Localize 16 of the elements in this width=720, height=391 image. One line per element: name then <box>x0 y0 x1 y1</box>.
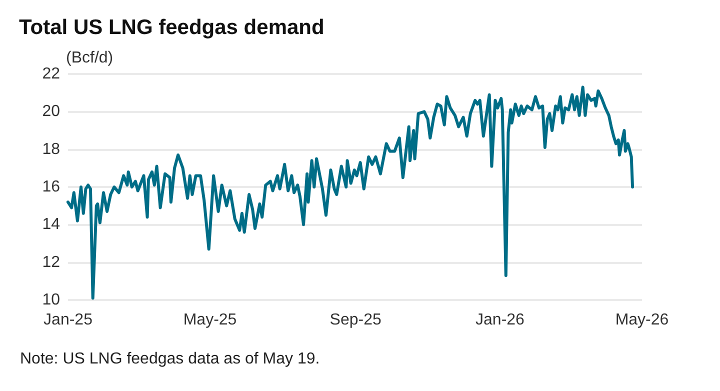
y-tick-label: 16 <box>42 178 60 196</box>
y-tick-label: 22 <box>42 66 60 82</box>
chart-title: Total US LNG feedgas demand <box>19 16 324 39</box>
y-tick-label: 14 <box>42 216 60 234</box>
x-tick-label: Jan-25 <box>44 312 93 328</box>
y-tick-label: 18 <box>42 140 60 158</box>
x-tick-label: Sep-25 <box>330 312 382 328</box>
x-tick-label: May-26 <box>615 312 669 328</box>
x-tick-label: May-25 <box>183 312 237 328</box>
y-tick-label: 12 <box>42 254 60 271</box>
line-series <box>66 86 634 300</box>
y-tick-label: 10 <box>42 292 60 308</box>
x-tick-label: Jan-26 <box>476 312 525 328</box>
y-tick-label: 20 <box>42 103 60 120</box>
y-axis-title: (Bcf/d) <box>66 50 114 66</box>
text: Note: US LNG feedgas data as of May 19. <box>20 350 320 368</box>
